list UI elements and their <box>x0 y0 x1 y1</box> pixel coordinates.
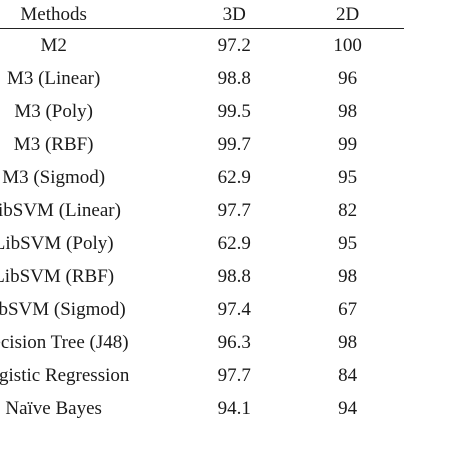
results-table: Methods 3D 2D M2 97.2 100 M3 (Linear) 98… <box>0 0 404 425</box>
value-2d-cell: 100 <box>333 35 362 56</box>
method-cell: LibSVM (RBF) <box>0 266 115 287</box>
value-3d-cell: 97.7 <box>217 365 251 386</box>
header-2d: 2D <box>291 0 404 29</box>
table-row: LibSVM (Sigmod) 97.4 67 <box>0 293 404 326</box>
table-row: Naïve Bayes 94.1 94 <box>0 392 404 425</box>
header-methods: Methods <box>0 0 178 29</box>
table-row: M2 97.2 100 <box>0 29 404 63</box>
value-3d-cell: 98.8 <box>217 266 251 287</box>
value-3d-cell: 96.3 <box>217 332 251 353</box>
value-2d-cell: 95 <box>338 233 358 254</box>
method-cell: LibSVM (Sigmod) <box>0 299 126 320</box>
value-3d-cell: 99.7 <box>217 134 251 155</box>
method-cell: LibSVM (Linear) <box>0 200 121 221</box>
method-cell: M3 (Sigmod) <box>2 167 106 188</box>
method-cell: Naïve Bayes <box>5 398 102 419</box>
table-row: LibSVM (Linear) 97.7 82 <box>0 194 404 227</box>
value-2d-cell: 84 <box>338 365 358 386</box>
value-3d-cell: 62.9 <box>217 167 251 188</box>
value-2d-cell: 82 <box>338 200 358 221</box>
method-cell: Decision Tree (J48) <box>0 332 129 353</box>
table-header-row: Methods 3D 2D <box>0 0 404 29</box>
method-cell: Logistic Regression <box>0 365 130 386</box>
table-row: M3 (RBF) 99.7 99 <box>0 128 404 161</box>
table-row: Logistic Regression 97.7 84 <box>0 359 404 392</box>
value-3d-cell: 99.5 <box>217 101 251 122</box>
header-3d: 3D <box>177 0 292 29</box>
table-row: LibSVM (Poly) 62.9 95 <box>0 227 404 260</box>
method-cell: M2 <box>40 35 67 56</box>
table-row: M3 (Sigmod) 62.9 95 <box>0 161 404 194</box>
value-3d-cell: 94.1 <box>217 398 251 419</box>
value-3d-cell: 97.2 <box>217 35 251 56</box>
table-row: M3 (Linear) 98.8 96 <box>0 62 404 95</box>
table-row: LibSVM (RBF) 98.8 98 <box>0 260 404 293</box>
value-3d-cell: 98.8 <box>217 68 251 89</box>
method-cell: LibSVM (Poly) <box>0 233 114 254</box>
value-3d-cell: 97.4 <box>217 299 251 320</box>
value-2d-cell: 67 <box>338 299 358 320</box>
value-2d-cell: 98 <box>338 101 358 122</box>
value-2d-cell: 98 <box>338 332 358 353</box>
value-3d-cell: 97.7 <box>217 200 251 221</box>
value-2d-cell: 95 <box>338 167 358 188</box>
table-row: M3 (Poly) 99.5 98 <box>0 95 404 128</box>
value-3d-cell: 62.9 <box>217 233 251 254</box>
value-2d-cell: 99 <box>338 134 358 155</box>
value-2d-cell: 96 <box>338 68 358 89</box>
value-2d-cell: 94 <box>338 398 358 419</box>
table-row: Decision Tree (J48) 96.3 98 <box>0 326 404 359</box>
method-cell: M3 (RBF) <box>13 134 94 155</box>
method-cell: M3 (Linear) <box>6 68 101 89</box>
value-2d-cell: 98 <box>338 266 358 287</box>
method-cell: M3 (Poly) <box>14 101 93 122</box>
